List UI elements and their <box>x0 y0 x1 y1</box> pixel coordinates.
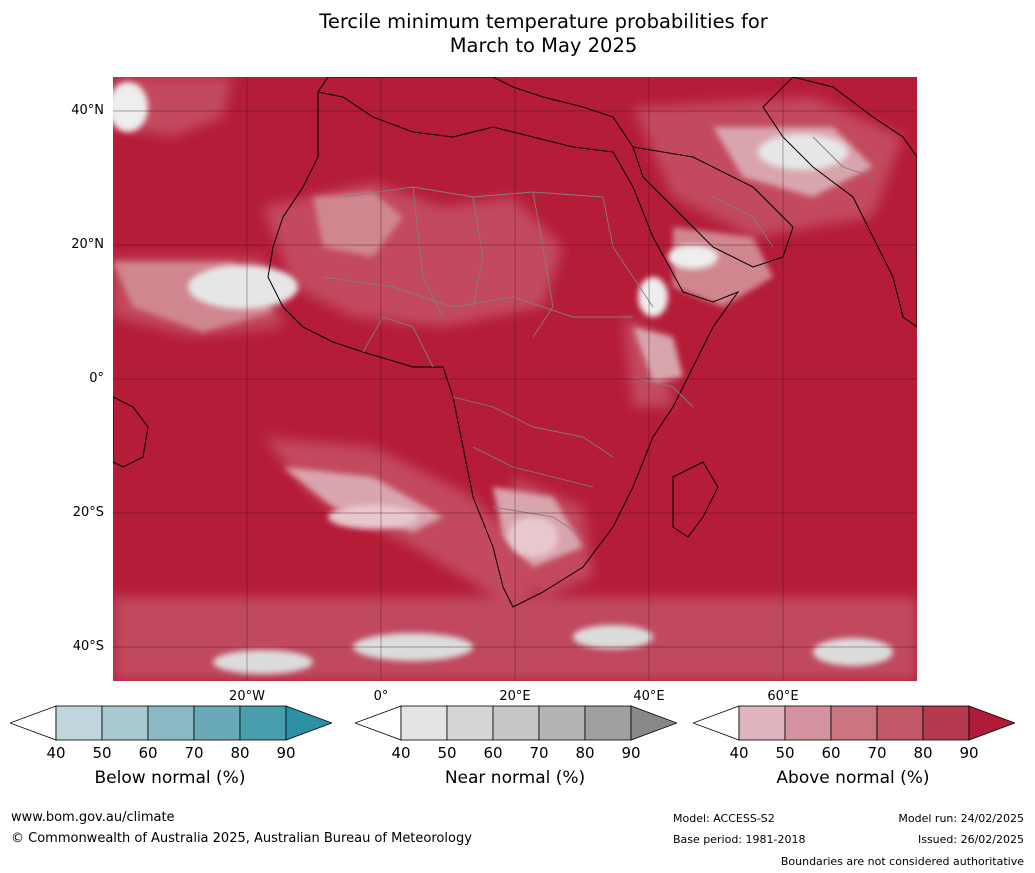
footer-model-run: Model run: 24/02/2025 <box>898 812 1024 825</box>
colorbar-below-tick: 40 <box>46 744 66 762</box>
colorbar-near-upper-extend <box>630 705 677 741</box>
lon-label-0: 0° <box>373 689 389 704</box>
colorbar-above-normal <box>693 705 1015 741</box>
colorbar-above-tick: 90 <box>959 744 979 762</box>
colorbar-below-segment <box>101 705 149 741</box>
lat-label-40n: 40°N <box>71 103 104 118</box>
colorbar-below-tick: 50 <box>92 744 112 762</box>
lon-label-40e: 40°E <box>633 689 665 704</box>
colorbar-below-normal <box>10 705 332 741</box>
colorbar-near-segment <box>538 705 586 741</box>
colorbar-above-upper-extend <box>968 705 1015 741</box>
colorbar-below-segment <box>55 705 103 741</box>
lat-label-20n: 20°N <box>71 237 104 252</box>
shading-layer-near-normal <box>113 82 893 674</box>
colorbar-above-segment <box>784 705 832 741</box>
colorbar-title-below: Below normal (%) <box>94 768 246 788</box>
footer-disclaimer: Boundaries are not considered authoritat… <box>780 855 1024 868</box>
footer-copyright: © Commonwealth of Australia 2025, Austra… <box>11 831 472 846</box>
lon-label-20e: 20°E <box>499 689 531 704</box>
map-canvas <box>113 77 917 681</box>
colorbar-above-segment <box>922 705 970 741</box>
colorbar-title-near: Near normal (%) <box>444 768 586 788</box>
lon-label-20w: 20°W <box>229 689 265 704</box>
colorbar-below-tick: 80 <box>230 744 250 762</box>
colorbar-below-upper-extend <box>285 705 332 741</box>
colorbar-near-tick: 80 <box>575 744 595 762</box>
colorbar-near-lower-extend <box>355 705 402 741</box>
colorbar-near-tick: 70 <box>529 744 549 762</box>
colorbar-near-segment <box>584 705 632 741</box>
colorbar-below-segment <box>193 705 241 741</box>
colorbar-below-tick: 60 <box>138 744 158 762</box>
footer-base-period: Base period: 1981-2018 <box>673 833 806 846</box>
title-line-1: Tercile minimum temperature probabilitie… <box>319 10 768 33</box>
colorbar-near-tick: 40 <box>391 744 411 762</box>
colorbar-near-tick: 60 <box>483 744 503 762</box>
colorbar-near-normal <box>355 705 677 741</box>
colorbar-above-tick: 80 <box>913 744 933 762</box>
colorbar-below-tick: 70 <box>184 744 204 762</box>
colorbar-near-tick: 50 <box>437 744 457 762</box>
footer-url[interactable]: www.bom.gov.au/climate <box>11 810 175 825</box>
colorbar-above-segment <box>876 705 924 741</box>
colorbar-near-tick: 90 <box>621 744 641 762</box>
colorbar-above-segment <box>830 705 878 741</box>
chart-title: Tercile minimum temperature probabilitie… <box>0 10 1035 58</box>
colorbar-title-above: Above normal (%) <box>776 768 930 788</box>
colorbar-above-tick: 40 <box>729 744 749 762</box>
colorbar-near-segment <box>400 705 448 741</box>
footer-issued: Issued: 26/02/2025 <box>917 833 1024 846</box>
colorbar-above-tick: 70 <box>867 744 887 762</box>
colorbar-above-tick: 60 <box>821 744 841 762</box>
title-line-2: March to May 2025 <box>449 34 638 57</box>
colorbar-above-segment <box>738 705 786 741</box>
colorbar-below-tick: 90 <box>276 744 296 762</box>
lon-label-60e: 60°E <box>767 689 799 704</box>
colorbar-below-segment <box>239 705 287 741</box>
probability-map[interactable] <box>113 77 917 681</box>
colorbar-near-segment <box>492 705 540 741</box>
footer-model: Model: ACCESS-S2 <box>673 812 775 825</box>
lat-label-20s: 20°S <box>72 505 104 520</box>
colorbar-below-lower-extend <box>10 705 57 741</box>
graticule <box>113 77 917 681</box>
coastlines <box>113 77 917 608</box>
lat-label-0: 0° <box>89 371 104 386</box>
colorbar-near-segment <box>446 705 494 741</box>
colorbar-above-tick: 50 <box>775 744 795 762</box>
colorbar-above-lower-extend <box>693 705 740 741</box>
colorbar-below-segment <box>147 705 195 741</box>
lat-label-40s: 40°S <box>72 639 104 654</box>
